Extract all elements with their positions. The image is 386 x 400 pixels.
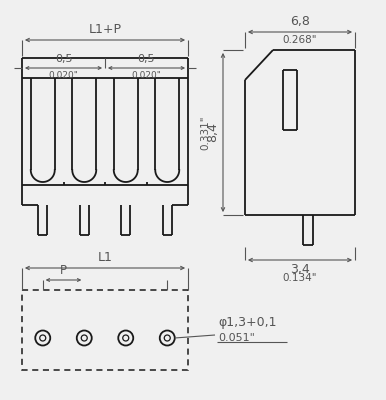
Text: 0.020": 0.020" [49, 71, 78, 80]
Text: 0.020": 0.020" [132, 71, 161, 80]
Text: 0.051": 0.051" [218, 333, 255, 343]
Text: L1: L1 [98, 251, 112, 264]
Circle shape [123, 335, 129, 341]
Circle shape [77, 330, 92, 346]
Text: 0,5: 0,5 [55, 54, 72, 64]
Circle shape [118, 330, 133, 346]
Text: 0,5: 0,5 [138, 54, 155, 64]
Circle shape [35, 330, 50, 346]
Text: L1+P: L1+P [88, 23, 122, 36]
Circle shape [164, 335, 170, 341]
Bar [22, 290, 188, 370]
Circle shape [160, 330, 175, 346]
Text: 0.331": 0.331" [200, 115, 210, 150]
Circle shape [81, 335, 87, 341]
Text: 3,4: 3,4 [290, 263, 310, 276]
Text: 0.134": 0.134" [283, 273, 317, 283]
Text: 8,4: 8,4 [206, 122, 219, 142]
Text: φ1,3+0,1: φ1,3+0,1 [218, 316, 276, 329]
Text: 0.268": 0.268" [283, 35, 317, 45]
Text: 6,8: 6,8 [290, 15, 310, 28]
Text: P: P [60, 264, 67, 277]
Circle shape [40, 335, 46, 341]
